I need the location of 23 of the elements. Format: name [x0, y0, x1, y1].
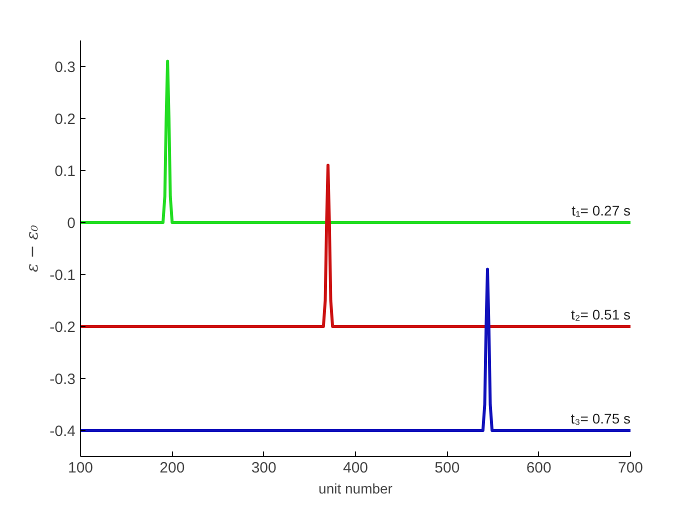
series-label: t₃= 0.75 s: [570, 410, 631, 426]
y-tick-label: 0.3: [54, 59, 76, 76]
x-tick-label: 300: [251, 460, 276, 476]
line-series: [80, 268, 630, 432]
series-label: t₁= 0.27 s: [572, 202, 631, 218]
x-tick-label: 200: [160, 460, 185, 476]
y-tick-label: 0.1: [54, 163, 76, 180]
y-tick-label: 0: [67, 215, 76, 232]
y-tick-label: 0.2: [54, 111, 76, 128]
x-axis-title: unit number: [318, 480, 393, 496]
y-tick-label: -0.2: [50, 319, 76, 336]
y-axis-title: ε − ε₀: [22, 224, 42, 272]
series-label: t₂= 0.51 s: [570, 306, 631, 322]
y-tick-label: -0.1: [50, 267, 76, 284]
line-series: [80, 60, 630, 224]
x-tick-label: 600: [526, 460, 552, 476]
x-tick-label: 400: [342, 460, 368, 476]
y-tick-label: -0.3: [50, 371, 76, 388]
x-tick-label: 500: [434, 460, 460, 476]
y-tick-label: -0.4: [50, 423, 76, 440]
x-tick-label: 700: [618, 460, 644, 476]
line-series: [80, 164, 630, 328]
x-tick-label: 100: [68, 460, 94, 476]
